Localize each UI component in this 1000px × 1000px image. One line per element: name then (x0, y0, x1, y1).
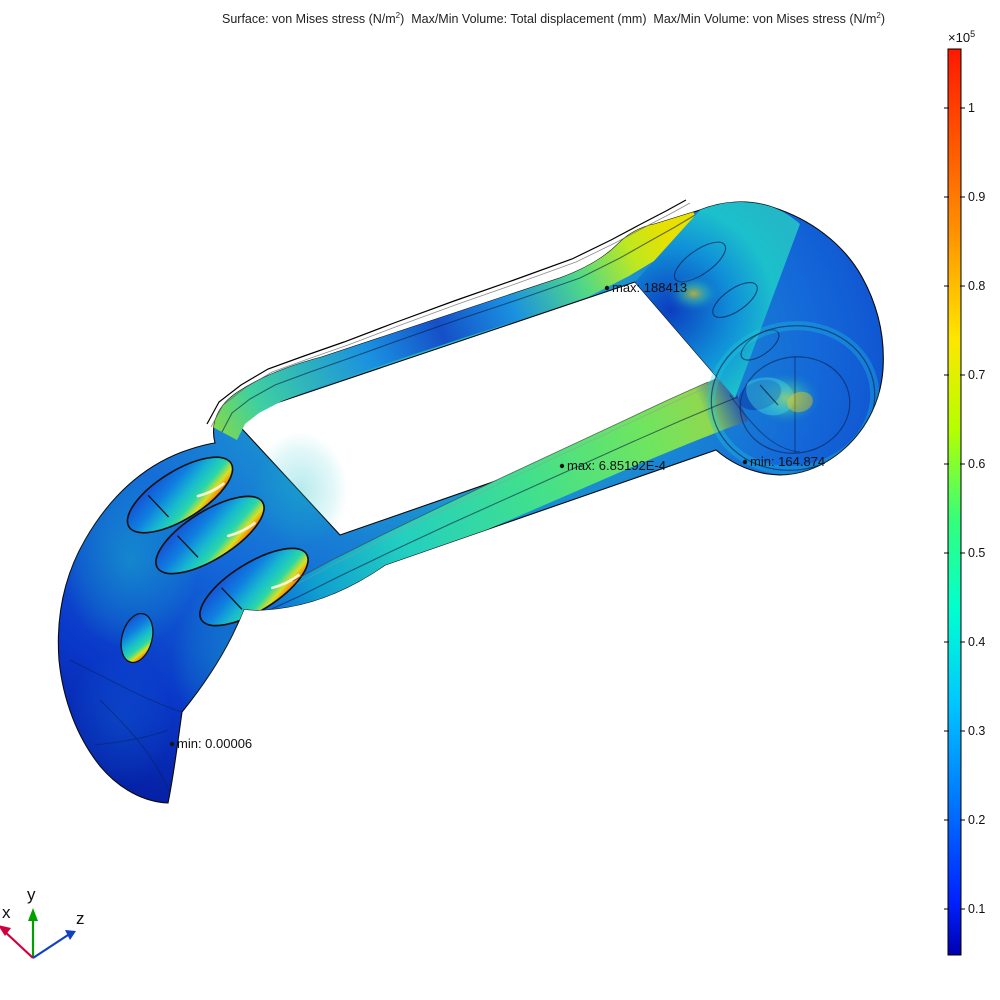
svg-text:0.2: 0.2 (968, 813, 985, 827)
svg-text:1: 1 (968, 101, 975, 115)
svg-text:0.4: 0.4 (968, 635, 985, 649)
svg-text:0.7: 0.7 (968, 368, 985, 382)
svg-text:0.5: 0.5 (968, 546, 985, 560)
svg-text:0.6: 0.6 (968, 457, 985, 471)
svg-text:0.9: 0.9 (968, 190, 985, 204)
svg-text:0.8: 0.8 (968, 279, 985, 293)
svg-text:0.3: 0.3 (968, 724, 985, 738)
svg-text:×105: ×105 (948, 29, 975, 45)
svg-text:0.1: 0.1 (968, 902, 985, 916)
